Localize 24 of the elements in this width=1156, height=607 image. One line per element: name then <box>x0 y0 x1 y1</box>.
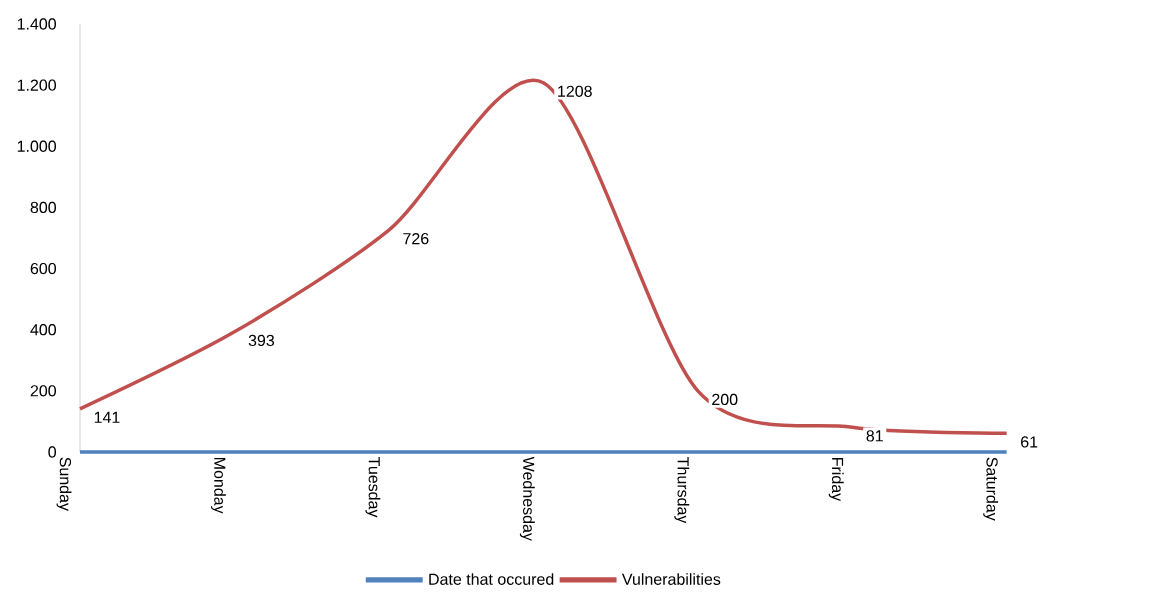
x-tick-label: Friday <box>828 458 844 502</box>
y-tick-label: 400 <box>30 324 57 336</box>
data-label: 61 <box>1021 436 1038 448</box>
y-tick-label: 1.400 <box>17 18 57 30</box>
y-tick-label: 1.000 <box>17 140 57 153</box>
legend-label: Date that occured <box>429 573 554 586</box>
y-tick-label: 800 <box>30 201 57 214</box>
data-label: 81 <box>866 430 883 442</box>
x-tick-label: Monday <box>210 458 226 514</box>
data-label: 726 <box>403 233 429 245</box>
x-tick-label: Sunday <box>56 457 72 512</box>
x-tick-label: Tuesday <box>365 457 381 518</box>
y-tick-label: 0 <box>48 446 57 458</box>
x-tick-label: Wednesday <box>519 456 535 542</box>
data-label: 393 <box>248 334 275 347</box>
data-label: 200 <box>712 393 738 406</box>
x-tick-label: Thursday <box>674 457 690 524</box>
data-label: 141 <box>94 412 120 423</box>
data-label: 1208 <box>558 85 592 98</box>
y-tick-label: 1.200 <box>17 79 57 91</box>
y-tick-label: 200 <box>30 385 57 397</box>
y-tick-label: 600 <box>30 263 57 275</box>
legend-label: Vulnerabilities <box>621 573 721 586</box>
x-tick-label: Saturday <box>983 457 999 521</box>
